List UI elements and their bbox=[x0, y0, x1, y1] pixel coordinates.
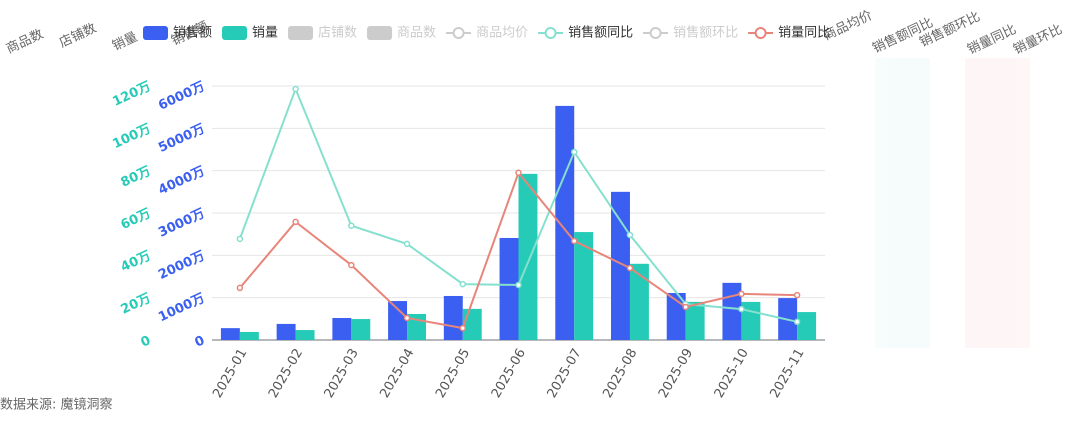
bar bbox=[518, 173, 538, 340]
x-tick-label: 2025-11 bbox=[767, 346, 807, 401]
legend-label[interactable]: 店铺数 bbox=[318, 26, 357, 41]
point bbox=[515, 169, 522, 177]
point bbox=[459, 280, 467, 288]
axis-name: 店铺数 bbox=[57, 21, 99, 51]
legend-label[interactable]: 销售额 bbox=[173, 25, 212, 41]
y-tick-label: 3000万 bbox=[156, 206, 207, 240]
legend-label[interactable]: 商品均价 bbox=[476, 26, 528, 41]
point bbox=[738, 305, 745, 313]
point bbox=[292, 218, 299, 226]
legend-icon[interactable] bbox=[544, 27, 557, 39]
point bbox=[738, 290, 745, 298]
bar bbox=[388, 301, 408, 340]
y2-tick-label: 0 bbox=[139, 333, 154, 350]
x-tick-label: 2025-08 bbox=[600, 346, 640, 401]
y-tick-label: 5000万 bbox=[156, 122, 207, 156]
point bbox=[626, 264, 634, 272]
bar bbox=[220, 328, 240, 340]
source: 数据来源: 魔镜洞察 bbox=[0, 398, 113, 413]
y-tick-label: 0 bbox=[193, 333, 208, 350]
point bbox=[570, 148, 578, 156]
bar bbox=[295, 330, 315, 340]
y2-tick-label: 80万 bbox=[119, 164, 154, 191]
bar bbox=[332, 317, 352, 340]
decor bbox=[875, 58, 1030, 348]
bar bbox=[239, 331, 259, 340]
x-tick-label: 2025-07 bbox=[545, 346, 585, 401]
y2-tick-label: 120万 bbox=[110, 79, 153, 110]
legend-icon[interactable] bbox=[288, 26, 314, 40]
point bbox=[626, 231, 634, 239]
y2-tick-label: 20万 bbox=[119, 291, 154, 318]
x-tick-label: 2025-03 bbox=[322, 346, 362, 401]
bar bbox=[351, 319, 371, 340]
y2-tick-label: 100万 bbox=[110, 122, 153, 153]
x-tick-label: 2025-02 bbox=[266, 346, 306, 401]
bar bbox=[797, 312, 817, 340]
bar bbox=[722, 282, 742, 340]
point bbox=[236, 284, 244, 292]
bar bbox=[443, 295, 463, 340]
point bbox=[515, 281, 522, 289]
legend-icon[interactable] bbox=[143, 26, 168, 40]
legend-icon[interactable] bbox=[367, 26, 393, 40]
bar bbox=[629, 263, 649, 340]
legend-icon[interactable] bbox=[452, 27, 465, 39]
legend-label[interactable]: 销量同比 bbox=[778, 26, 830, 41]
point bbox=[348, 222, 355, 229]
x-tick-label: 2025-10 bbox=[712, 346, 752, 401]
bar bbox=[574, 232, 594, 340]
bar bbox=[499, 237, 519, 340]
bar bbox=[555, 105, 575, 340]
y-tick-label: 2000万 bbox=[156, 249, 207, 283]
y2-tick-label: 60万 bbox=[119, 206, 154, 233]
point bbox=[682, 303, 689, 311]
x-tick-label: 2025-01 bbox=[210, 346, 250, 401]
point bbox=[403, 240, 411, 248]
y-tick-label: 6000万 bbox=[156, 79, 207, 113]
y-tick-label: 4000万 bbox=[156, 164, 207, 198]
legend-icon[interactable] bbox=[222, 26, 248, 40]
legend-icon[interactable] bbox=[649, 27, 662, 39]
axis-name: 销量环比 bbox=[1011, 22, 1064, 58]
point bbox=[793, 291, 801, 299]
axis-name: 销量 bbox=[110, 30, 140, 55]
x-tick-label: 2025-06 bbox=[489, 346, 529, 401]
x-tick-label: 2025-09 bbox=[656, 346, 696, 401]
y-tick-label: 1000万 bbox=[156, 291, 207, 325]
point bbox=[403, 314, 411, 322]
legend-icon[interactable] bbox=[754, 27, 767, 39]
legend-label[interactable]: 销售额同比 bbox=[568, 25, 633, 41]
axis-name: 销量同比 bbox=[965, 22, 1018, 58]
point bbox=[793, 318, 801, 326]
x-tick-label: 2025-05 bbox=[433, 346, 473, 401]
legend-label[interactable]: 商品数 bbox=[397, 26, 436, 41]
bar bbox=[462, 308, 482, 340]
legend-label[interactable]: 销售额环比 bbox=[673, 25, 738, 41]
point bbox=[348, 261, 355, 269]
point bbox=[459, 324, 467, 332]
point bbox=[570, 237, 578, 245]
legend-label[interactable]: 销量 bbox=[252, 26, 278, 41]
x-tick-label: 2025-04 bbox=[377, 346, 417, 401]
y2-tick-label: 40万 bbox=[119, 249, 154, 276]
axis-name: 商品数 bbox=[4, 27, 46, 57]
point bbox=[292, 85, 299, 93]
bar bbox=[685, 301, 705, 340]
point bbox=[236, 235, 244, 243]
bar bbox=[276, 323, 296, 340]
